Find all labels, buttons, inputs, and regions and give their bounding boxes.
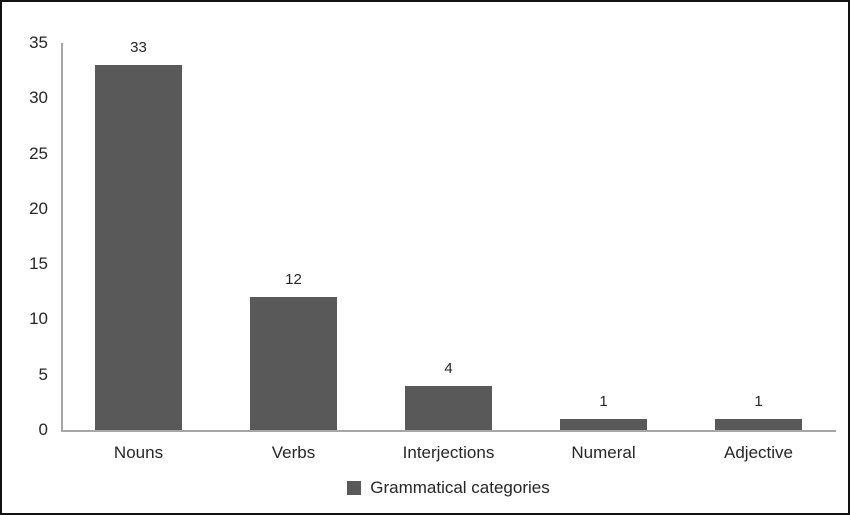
- bar-interjections: [405, 386, 492, 430]
- legend-label: Grammatical categories: [370, 478, 550, 497]
- y-tick-label: 30: [29, 88, 48, 108]
- y-tick-label: 10: [29, 309, 48, 329]
- y-tick-label: 0: [38, 420, 48, 439]
- x-category-label-numeral: Numeral: [571, 443, 636, 462]
- y-tick-label: 25: [29, 143, 48, 163]
- y-tick-label: 20: [29, 198, 48, 218]
- bar-numeral: [560, 419, 647, 430]
- x-category-label-interjections: Interjections: [402, 443, 495, 462]
- y-tick-label: 35: [29, 33, 48, 52]
- bar-value-label-nouns: 33: [130, 39, 147, 56]
- bar-adjective: [715, 419, 802, 430]
- bar-value-label-numeral: 1: [599, 393, 608, 410]
- x-category-label-verbs: Verbs: [271, 443, 316, 462]
- y-tick-label: 5: [38, 364, 48, 384]
- bar-value-label-interjections: 4: [444, 360, 453, 377]
- bar-value-label-verbs: 12: [285, 271, 302, 288]
- x-axis-line: [61, 430, 836, 432]
- legend-swatch-icon: [347, 481, 362, 495]
- bar-verbs: [250, 297, 337, 430]
- bar-value-label-adjective: 1: [754, 393, 763, 410]
- y-tick-label: 15: [29, 254, 48, 274]
- x-category-label-adjective: Adjective: [724, 443, 793, 462]
- bar-nouns: [95, 65, 182, 430]
- legend: Grammatical categories: [61, 478, 836, 498]
- x-category-label-nouns: Nouns: [113, 443, 164, 462]
- y-axis-line: [61, 43, 63, 432]
